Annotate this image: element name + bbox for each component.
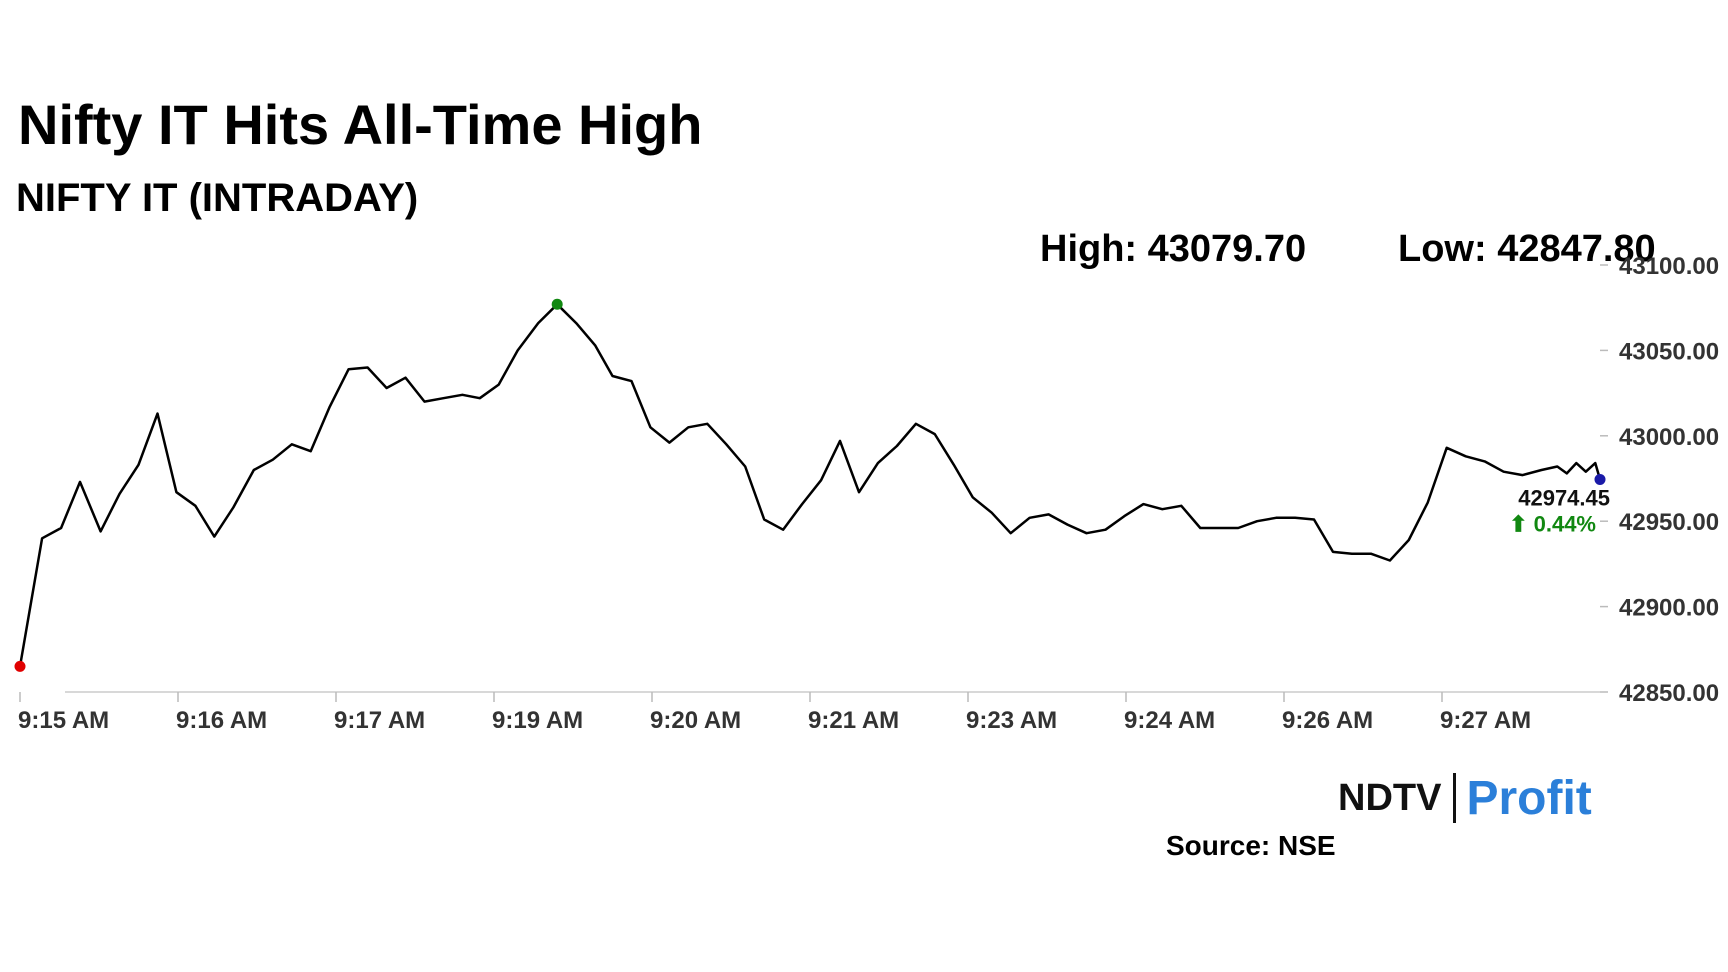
price-line <box>18 303 1602 667</box>
plot-area <box>14 298 1606 672</box>
y-tick-label: 43100.00 <box>1619 253 1719 280</box>
y-tick-label: 42850.00 <box>1619 680 1719 707</box>
x-tick-label: 9:24 AM <box>1124 707 1215 734</box>
logo-profit-text: Profit <box>1466 771 1592 825</box>
x-tick-label: 9:27 AM <box>1440 707 1531 734</box>
x-tick-label: 9:20 AM <box>650 707 741 734</box>
x-tick-label: 9:16 AM <box>176 707 267 734</box>
x-tick-label: 9:21 AM <box>808 707 899 734</box>
logo-ndtv-text: NDTV <box>1338 776 1442 819</box>
y-tick-label: 42900.00 <box>1619 595 1719 622</box>
source-note: Source: NSE <box>1166 830 1336 861</box>
high-stat: High: 43079.70 <box>1040 228 1307 270</box>
y-tick-label: 43000.00 <box>1619 424 1719 451</box>
logo-separator <box>1453 773 1457 823</box>
x-tick-label: 9:26 AM <box>1282 707 1373 734</box>
low-stat: Low: 42847.80 <box>1398 228 1656 270</box>
high-point-marker <box>551 298 563 310</box>
chart-title: Nifty IT Hits All-Time High <box>18 93 703 156</box>
ndtv-profit-logo: NDTV Profit <box>1338 771 1592 825</box>
chart-axes <box>19 264 1608 702</box>
y-tick-label: 42950.00 <box>1619 509 1719 536</box>
x-tick-label: 9:17 AM <box>334 707 425 734</box>
y-tick-label: 43050.00 <box>1619 338 1719 365</box>
x-tick-label: 9:15 AM <box>18 707 109 734</box>
last-point-marker <box>1594 473 1606 485</box>
low-point-marker <box>14 660 26 672</box>
chart-labels: 9:15 AM 9:16 AM 9:17 AM 9:19 AM 9:20 AM 9:21 … <box>18 253 1719 734</box>
last-value-label: 42974.45 <box>1518 485 1610 510</box>
x-tick-label: 9:23 AM <box>966 707 1057 734</box>
chart-subtitle: NIFTY IT (INTRADAY) <box>16 176 419 220</box>
change-percent-label: ⬆ 0.44% <box>1509 511 1596 536</box>
x-tick-label: 9:19 AM <box>492 707 583 734</box>
